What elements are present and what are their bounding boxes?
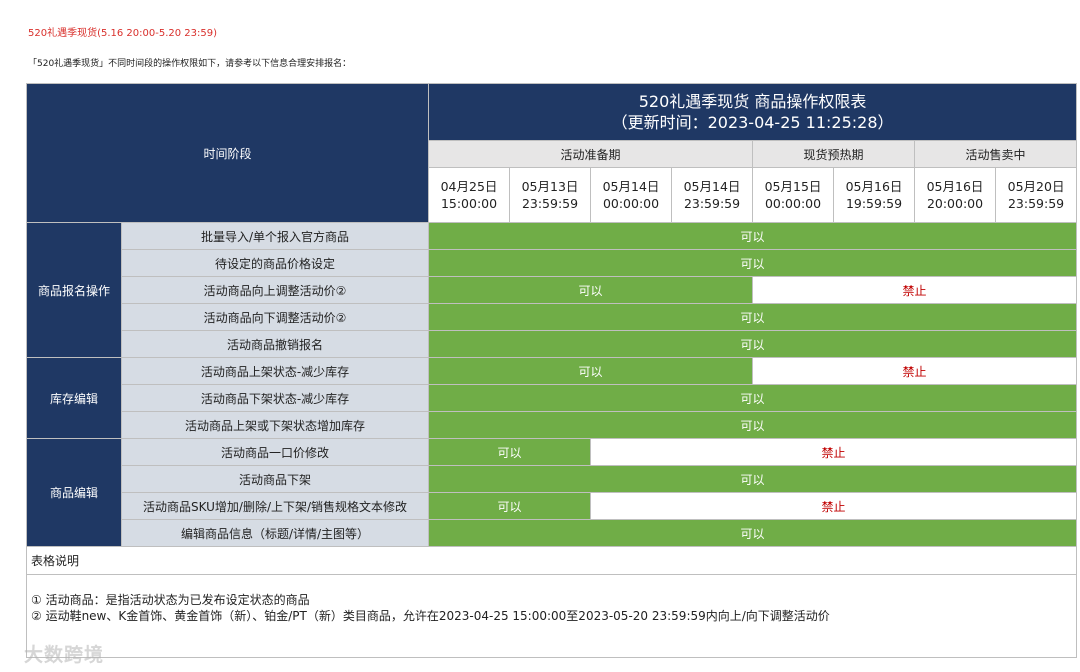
date-line: 23:59:59 [521, 196, 579, 211]
date-cell: 05月20日 23:59:59 [995, 167, 1078, 223]
permission-cell: 可以 [428, 384, 1078, 412]
permission-cell: 可以 [428, 519, 1078, 547]
permission-cell: 可以 [428, 303, 1078, 331]
body-row: 活动商品向上调整活动价② 可以 禁止 [27, 276, 1078, 304]
permission-cell: 可以 [428, 438, 592, 466]
date-cell: 05月14日 23:59:59 [671, 167, 754, 223]
date-line: 05月20日 [1007, 179, 1065, 194]
permission-cell: 可以 [428, 465, 1078, 493]
phase-row: 活动准备期 现货预热期 活动售卖中 [27, 140, 1078, 168]
date-line: 05月15日 [764, 179, 822, 194]
operation-cell: 活动商品SKU增加/删除/上下架/销售规格文本修改 [120, 492, 430, 520]
operation-cell: 活动商品下架 [120, 465, 430, 493]
date-line: 23:59:59 [1007, 196, 1065, 211]
date-line: 05月16日 [926, 179, 984, 194]
watermark: 大数跨境 [24, 644, 105, 666]
date-row: 04月25日 15:00:00 05月13日 23:59:59 05月14日 00:00:… [27, 167, 1078, 223]
permission-cell: 禁止 [752, 276, 1078, 304]
notes-cell: ① 活动商品：是指活动状态为已发布设定状态的商品 ② 运动鞋new、K金首饰、黄金… [25, 574, 1078, 658]
header-row: 时间阶段 520礼遇季现货 商品操作权限表 （更新时间：2023-04-25 11:… [25, 83, 1078, 223]
body-row: 活动商品下架状态-减少库存 可以 [27, 384, 1078, 412]
permission-cell: 禁止 [590, 438, 1078, 466]
notes-title: 表格说明 [25, 546, 1078, 575]
permission-table: 时间阶段 520礼遇季现货 商品操作权限表 （更新时间：2023-04-25 11:… [25, 83, 1078, 658]
operation-cell: 活动商品上架状态-减少库存 [120, 357, 430, 385]
date-line: 00:00:00 [602, 196, 660, 211]
corner-cell: 时间阶段 [25, 83, 430, 223]
body-row: 商品编辑 活动商品一口价修改 可以 禁止 [26, 438, 1078, 547]
date-line: 15:00:00 [440, 196, 498, 211]
permission-cell: 禁止 [590, 492, 1078, 520]
date-cell: 05月13日 23:59:59 [509, 167, 592, 223]
page-title: 520礼遇季现货(5.16 20:00-5.20 23:59) [28, 28, 218, 39]
notes-row: ① 活动商品：是指活动状态为已发布设定状态的商品 ② 运动鞋new、K金首饰、黄金… [25, 574, 1078, 658]
notes-title-row: 表格说明 [25, 546, 1078, 575]
operation-cell: 活动商品向下调整活动价② [120, 303, 430, 331]
table-title-line: 520礼遇季现货 商品操作权限表 [638, 92, 867, 111]
table-title-line: （更新时间：2023-04-25 11:25:28） [611, 113, 894, 132]
permission-cell: 可以 [428, 249, 1078, 277]
operation-cell: 活动商品下架状态-减少库存 [120, 384, 430, 412]
date-line: 05月14日 [602, 179, 660, 194]
operation-cell: 待设定的商品价格设定 [120, 249, 430, 277]
body-row: 活动商品上架或下架状态增加库存 可以 [27, 411, 1078, 439]
date-cell: 05月16日 20:00:00 [914, 167, 997, 223]
date-line: 00:00:00 [764, 196, 822, 211]
date-cell: 04月25日 15:00:00 [428, 167, 511, 223]
phase-cell: 活动准备期 [428, 140, 754, 168]
note-line: ② 运动鞋new、K金首饰、黄金首饰（新）、铂金/PT（新）类目商品，允许在20… [31, 609, 830, 623]
permission-cell: 可以 [428, 330, 1078, 358]
permission-cell: 可以 [428, 411, 1078, 439]
phase-cell: 现货预热期 [752, 140, 916, 168]
date-cell: 05月15日 00:00:00 [752, 167, 835, 223]
operation-cell: 活动商品向上调整活动价② [120, 276, 430, 304]
date-line: 05月13日 [521, 179, 579, 194]
permission-cell: 禁止 [752, 357, 1078, 385]
note-line: ① 活动商品：是指活动状态为已发布设定状态的商品 [31, 593, 310, 607]
permission-cell: 可以 [428, 357, 754, 385]
date-cell: 05月14日 00:00:00 [590, 167, 673, 223]
date-cell: 05月16日 19:59:59 [833, 167, 916, 223]
permission-cell: 可以 [428, 276, 754, 304]
permission-cell: 可以 [428, 492, 592, 520]
date-line: 20:00:00 [926, 196, 984, 211]
body-row: 活动商品向下调整活动价② 可以 [27, 303, 1078, 331]
date-line: 05月16日 [845, 179, 903, 194]
page-subtitle: 「520礼遇季现货」不同时间段的操作权限如下，请参考以下信息合理安排报名： [28, 59, 352, 69]
body-row: 活动商品下架 可以 [27, 465, 1078, 493]
group-cell: 商品编辑 [26, 438, 122, 547]
phase-cell: 活动售卖中 [914, 140, 1078, 168]
body-row: 编辑商品信息（标题/详情/主图等） 可以 [27, 519, 1078, 547]
table-title: 520礼遇季现货 商品操作权限表 （更新时间：2023-04-25 11:25:2… [428, 83, 1078, 141]
group-cell: 商品报名操作 [26, 222, 122, 358]
date-line: 23:59:59 [683, 196, 741, 211]
operation-cell: 活动商品上架或下架状态增加库存 [120, 411, 430, 439]
body-row: 活动商品SKU增加/删除/上下架/销售规格文本修改 可以 禁止 [27, 492, 1078, 520]
operation-cell: 批量导入/单个报入官方商品 [120, 222, 430, 250]
date-line: 05月14日 [683, 179, 741, 194]
operation-cell: 活动商品撤销报名 [120, 330, 430, 358]
body-row: 库存编辑 活动商品上架状态-减少库存 可以 禁止 [26, 357, 1078, 439]
body-row: 活动商品撤销报名 可以 [27, 330, 1078, 358]
body-row: 待设定的商品价格设定 可以 [27, 249, 1078, 277]
operation-cell: 活动商品一口价修改 [120, 438, 430, 466]
permission-cell: 可以 [428, 222, 1078, 250]
operation-cell: 编辑商品信息（标题/详情/主图等） [120, 519, 430, 547]
date-line: 04月25日 [440, 179, 498, 194]
body-row: 商品报名操作 批量导入/单个报入官方商品 可以 [26, 222, 1078, 358]
date-line: 19:59:59 [845, 196, 903, 211]
group-cell: 库存编辑 [26, 357, 122, 439]
